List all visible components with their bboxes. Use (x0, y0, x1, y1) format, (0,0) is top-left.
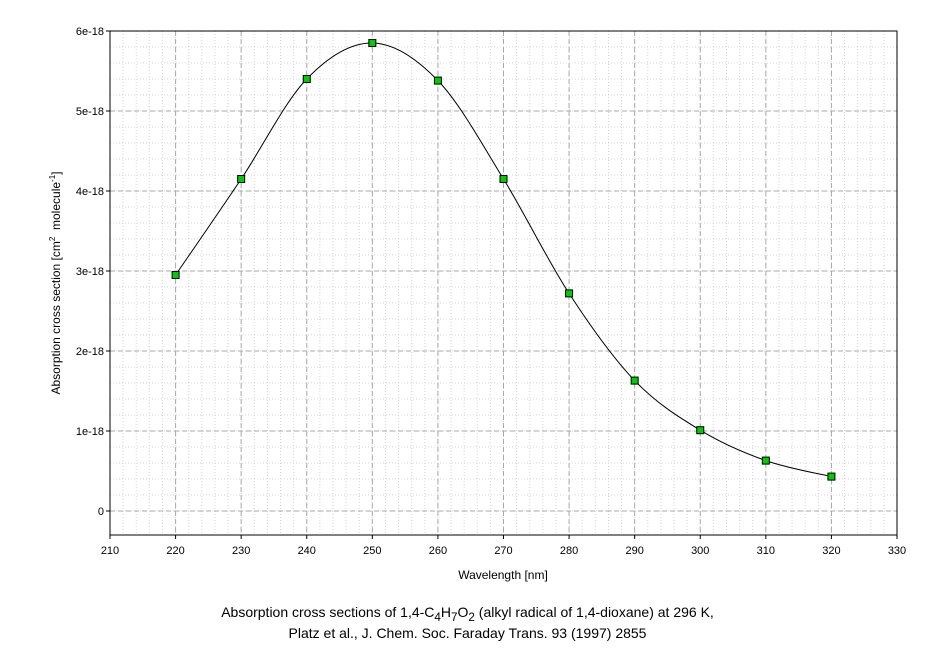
chart: 210 220 230 240 250 260 270 280 290 300 310 320 330 … (48, 26, 906, 582)
y-axis: 0 1e-18 2e-18 3e-18 4e-18 5e-18 6e-18 (76, 26, 110, 518)
x-tick-label: 230 (232, 545, 250, 557)
x-tick-label: 330 (888, 545, 906, 557)
data-point (433, 76, 442, 85)
data-point (696, 426, 705, 435)
x-axis-title: Wavelength [nm] (458, 568, 548, 582)
data-point (499, 175, 508, 183)
data-point (630, 376, 639, 385)
caption-subscript-4: 4 (434, 610, 441, 624)
data-point (827, 472, 836, 481)
x-tick-label: 260 (429, 545, 447, 557)
caption-text-end: (alkyl radical of 1,4-dioxane) at 296 K, (474, 604, 714, 620)
x-tick-label: 280 (560, 545, 578, 557)
x-axis: 210 220 230 240 250 260 270 280 290 300 310 320 330 (101, 535, 906, 557)
y-tick-label: 6e-18 (76, 26, 104, 38)
x-tick-label: 250 (363, 545, 381, 557)
data-point (237, 175, 246, 183)
y-axis-title: Absorption cross section [cm2 molecule-1… (48, 171, 63, 394)
x-tick-label: 220 (166, 545, 184, 557)
y-tick-label: 0 (98, 506, 104, 518)
y-tick-label: 5e-18 (76, 106, 104, 118)
data-point (171, 271, 180, 279)
data-point (761, 456, 770, 465)
x-tick-label: 240 (298, 545, 316, 557)
y-axis-title-exponent-2: -1 (48, 174, 57, 182)
series-markers (171, 39, 836, 481)
caption-h: H (440, 604, 452, 620)
caption-text-start: Absorption cross sections of 1,4-C (221, 604, 435, 620)
y-tick-label: 2e-18 (76, 346, 104, 358)
y-axis-title-exponent-1: 2 (48, 236, 57, 241)
x-tick-label: 210 (101, 545, 119, 557)
x-tick-label: 300 (691, 545, 709, 557)
x-tick-label: 270 (494, 545, 512, 557)
caption-subscript-7: 7 (451, 610, 458, 624)
y-tick-label: 4e-18 (76, 186, 104, 198)
y-axis-title-middle: molecule (49, 182, 63, 237)
x-tick-label: 310 (757, 545, 775, 557)
y-tick-label: 3e-18 (76, 266, 104, 278)
caption-line-2: Platz et al., J. Chem. Soc. Faraday Tran… (288, 625, 647, 641)
caption-o: O (457, 604, 469, 620)
x-tick-label: 320 (822, 545, 840, 557)
x-tick-label: 290 (625, 545, 643, 557)
y-tick-label: 1e-18 (76, 426, 104, 438)
caption-line-1: Absorption cross sections of 1,4-C4H7O2 … (0, 604, 935, 624)
y-axis-title-prefix: Absorption cross section [cm (49, 241, 63, 394)
data-point (302, 75, 311, 83)
data-point (368, 39, 377, 47)
data-point (565, 289, 574, 298)
caption-subscript-2: 2 (468, 610, 475, 624)
y-axis-title-suffix: ] (49, 171, 63, 174)
